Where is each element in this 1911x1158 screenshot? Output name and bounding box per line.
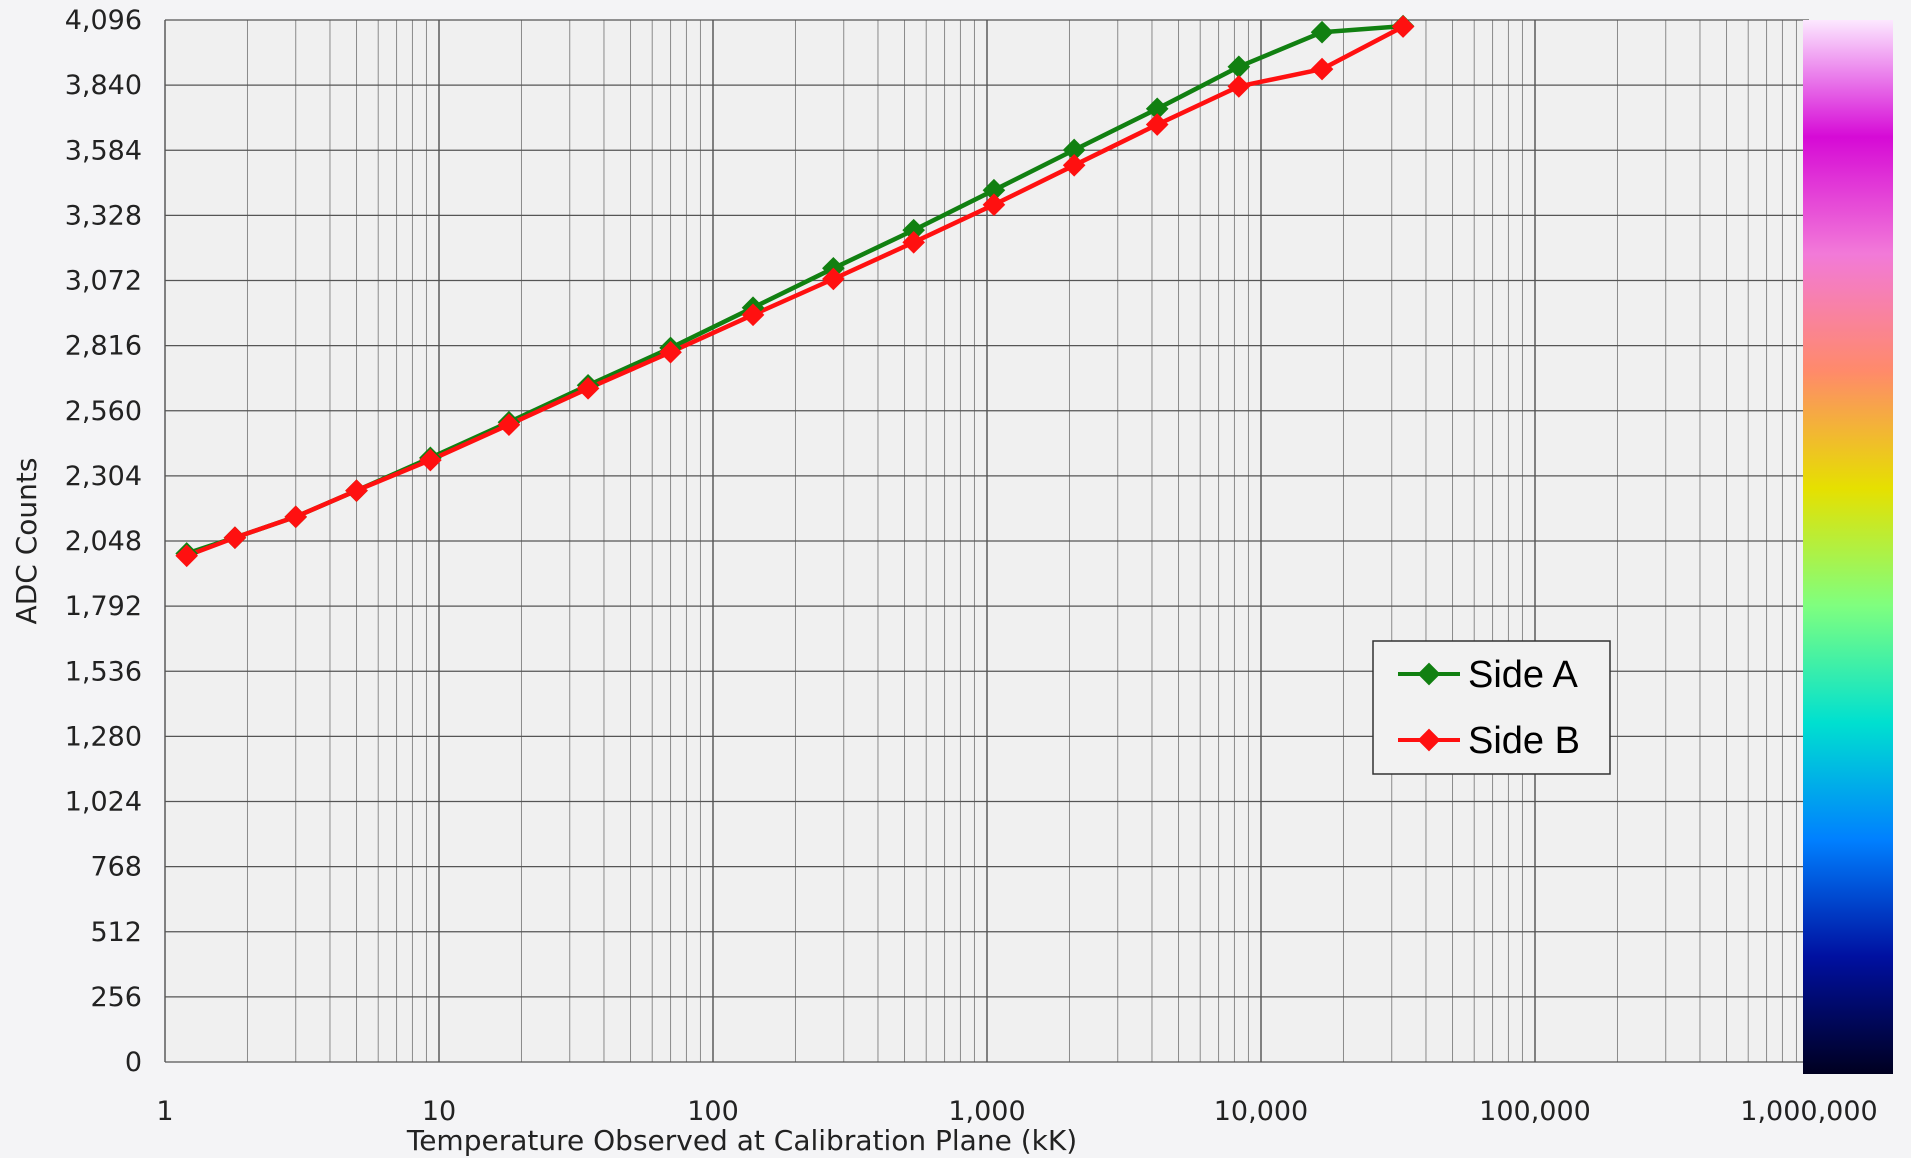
y-tick-label: 256 — [90, 982, 142, 1013]
y-tick-label: 512 — [90, 917, 142, 948]
data-point — [741, 303, 765, 327]
y-tick-label: 1,792 — [65, 591, 142, 622]
legend-marker-side-b — [1417, 728, 1441, 752]
y-tick-label: 2,560 — [65, 396, 142, 427]
legend-box — [1372, 640, 1611, 775]
data-point — [1145, 97, 1169, 121]
x-tick-labels: 1 10 100 1,000 10,000 100,000 1,000,000 — [156, 1096, 1877, 1127]
data-point — [822, 267, 845, 291]
y-tick-label: 4,096 — [65, 5, 142, 36]
y-axis-label: ADC Counts — [10, 458, 43, 625]
y-tick-label: 2,304 — [65, 461, 142, 492]
y-tick-label: 3,584 — [65, 135, 142, 166]
data-point — [497, 413, 521, 437]
data-point — [419, 448, 442, 472]
y-tick-label: 1,024 — [65, 787, 142, 818]
x-tick-label: 10,000 — [1214, 1096, 1308, 1127]
x-tick-label: 10 — [422, 1096, 456, 1127]
y-tick-label: 0 — [125, 1047, 142, 1078]
y-tick-label: 2,048 — [65, 526, 142, 557]
x-tick-label: 1,000,000 — [1740, 1096, 1877, 1127]
colorbar — [1803, 20, 1893, 1074]
y-tick-label: 3,840 — [65, 70, 142, 101]
legend: Side A Side B — [1372, 640, 1611, 775]
data-point — [659, 340, 682, 364]
y-tick-label: 1,280 — [65, 721, 142, 752]
legend-label-side-b: Side B — [1468, 720, 1580, 762]
data-point — [1227, 75, 1251, 98]
y-tick-label: 2,816 — [65, 331, 142, 362]
y-tick-label: 768 — [90, 852, 142, 883]
x-tick-label: 1 — [156, 1096, 173, 1127]
y-tick-label: 1,536 — [65, 656, 142, 687]
data-point — [345, 479, 368, 502]
y-tick-label: 3,072 — [65, 266, 142, 297]
x-tick-label: 100,000 — [1479, 1096, 1591, 1127]
x-axis-label: Temperature Observed at Calibration Plan… — [406, 1124, 1077, 1157]
y-tick-label: 3,328 — [65, 200, 142, 231]
data-point — [284, 505, 308, 529]
data-point — [576, 377, 600, 400]
legend-label-side-a: Side A — [1468, 654, 1579, 696]
x-tick-label: 100 — [687, 1096, 739, 1127]
y-tick-labels: 0 256 512 768 1,024 1,280 1,536 1,792 2,048 2,304… — [65, 5, 142, 1078]
legend-marker-side-a — [1417, 662, 1441, 686]
x-tick-label: 1,000 — [948, 1096, 1025, 1127]
